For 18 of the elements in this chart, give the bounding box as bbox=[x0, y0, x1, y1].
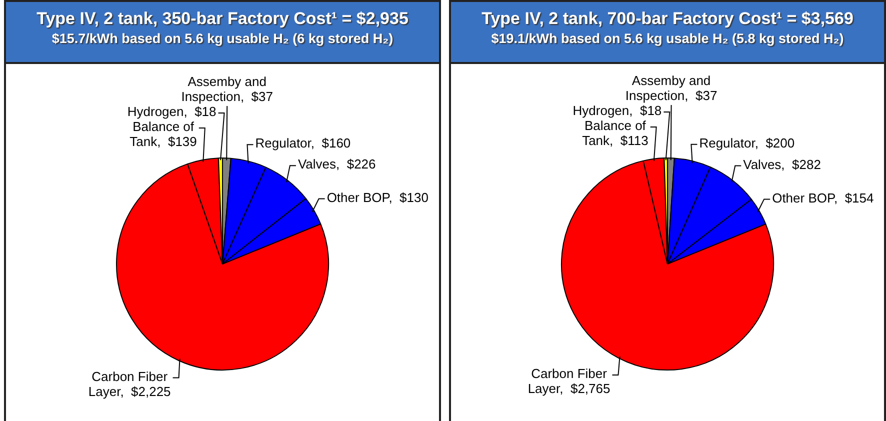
slice-label: Regulator, $200 bbox=[699, 135, 795, 150]
slice-label: Hydrogen, $18 bbox=[572, 103, 662, 118]
slice-label: Valves, $226 bbox=[298, 156, 376, 172]
slice-label: Balance of Tank, $139 bbox=[130, 119, 197, 150]
chart-subtitle: $15.7/kWh based on 5.6 kg usable H₂ (6 kg stored H₂) bbox=[50, 30, 394, 48]
slice-label: Assemby and Inspection, $37 bbox=[181, 74, 273, 104]
slice-label: Other BOP, $130 bbox=[326, 190, 428, 205]
slice-label: Carbon Fiber Layer, $2,225 bbox=[88, 368, 171, 399]
slice-label: Carbon Fiber Layer, $2,765 bbox=[528, 366, 610, 396]
slice-label: Assemby and Inspection, $37 bbox=[625, 73, 718, 104]
chart-title: Type IV, 2 tank, 350-bar Factory Cost¹ = $2,935 bbox=[36, 8, 410, 30]
slice-label: Regulator, $160 bbox=[255, 136, 351, 151]
slice-label: Balance of Tank, $113 bbox=[582, 118, 648, 148]
chart-title: Type IV, 2 tank, 700-bar Factory Cost¹ = $3,569 bbox=[480, 8, 854, 30]
slice-label: Other BOP, $154 bbox=[772, 190, 874, 206]
chart-subtitle: $19.1/kWh based on 5.6 kg usable H₂ (5.8 kg stored H₂) bbox=[490, 30, 845, 48]
slice-label: Valves, $282 bbox=[743, 156, 821, 172]
slice-label: Hydrogen, $18 bbox=[127, 104, 216, 120]
